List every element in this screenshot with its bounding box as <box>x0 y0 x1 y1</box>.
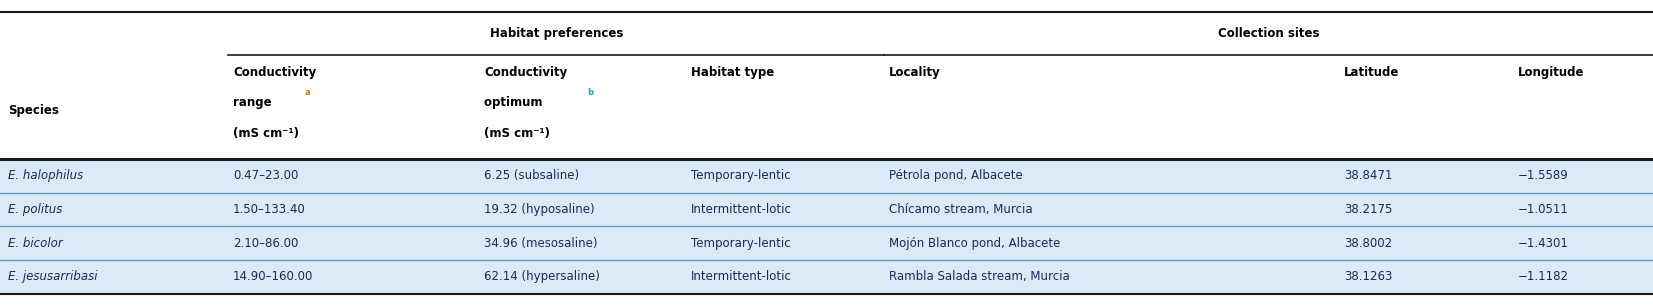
Text: 0.47–23.00: 0.47–23.00 <box>233 170 299 182</box>
Text: (mS cm⁻¹): (mS cm⁻¹) <box>484 126 550 140</box>
Bar <box>0 159 1653 193</box>
Text: Collection sites: Collection sites <box>1218 27 1319 40</box>
Text: 14.90–160.00: 14.90–160.00 <box>233 271 314 283</box>
Text: Latitude: Latitude <box>1344 66 1398 79</box>
Text: Temporary-lentic: Temporary-lentic <box>691 170 790 182</box>
Bar <box>0 260 1653 294</box>
Text: 62.14 (hypersaline): 62.14 (hypersaline) <box>484 271 600 283</box>
Text: range: range <box>233 96 276 109</box>
Bar <box>0 226 1653 260</box>
Text: −1.1182: −1.1182 <box>1517 271 1569 283</box>
Bar <box>0 193 1653 226</box>
Text: 38.8002: 38.8002 <box>1344 237 1392 250</box>
Text: −1.4301: −1.4301 <box>1517 237 1569 250</box>
Text: Intermittent-lotic: Intermittent-lotic <box>691 271 792 283</box>
Text: E. jesusarribasi: E. jesusarribasi <box>8 271 98 283</box>
Text: 34.96 (mesosaline): 34.96 (mesosaline) <box>484 237 598 250</box>
Text: −1.5589: −1.5589 <box>1517 170 1569 182</box>
Text: b: b <box>587 88 593 98</box>
Text: (mS cm⁻¹): (mS cm⁻¹) <box>233 126 299 140</box>
Text: E. halophilus: E. halophilus <box>8 170 84 182</box>
Text: 38.1263: 38.1263 <box>1344 271 1392 283</box>
Text: a: a <box>304 88 309 98</box>
Text: Mojón Blanco pond, Albacete: Mojón Blanco pond, Albacete <box>889 237 1061 250</box>
Text: E. politus: E. politus <box>8 203 63 216</box>
Text: E. bicolor: E. bicolor <box>8 237 63 250</box>
Text: Rambla Salada stream, Murcia: Rambla Salada stream, Murcia <box>889 271 1069 283</box>
Text: 19.32 (hyposaline): 19.32 (hyposaline) <box>484 203 595 216</box>
Text: Longitude: Longitude <box>1517 66 1584 79</box>
Text: 38.8471: 38.8471 <box>1344 170 1392 182</box>
Text: optimum: optimum <box>484 96 547 109</box>
Text: 6.25 (subsaline): 6.25 (subsaline) <box>484 170 580 182</box>
Text: 1.50–133.40: 1.50–133.40 <box>233 203 306 216</box>
Text: Locality: Locality <box>889 66 941 79</box>
Text: Temporary-lentic: Temporary-lentic <box>691 237 790 250</box>
Text: Species: Species <box>8 104 60 117</box>
Text: Pétrola pond, Albacete: Pétrola pond, Albacete <box>889 170 1023 182</box>
Text: 2.10–86.00: 2.10–86.00 <box>233 237 299 250</box>
Text: Chícamo stream, Murcia: Chícamo stream, Murcia <box>889 203 1033 216</box>
Text: 38.2175: 38.2175 <box>1344 203 1392 216</box>
Text: Habitat preferences: Habitat preferences <box>489 27 623 40</box>
Text: Habitat type: Habitat type <box>691 66 774 79</box>
Text: Intermittent-lotic: Intermittent-lotic <box>691 203 792 216</box>
Text: −1.0511: −1.0511 <box>1517 203 1569 216</box>
Text: Conductivity: Conductivity <box>233 66 316 79</box>
Text: Conductivity: Conductivity <box>484 66 567 79</box>
